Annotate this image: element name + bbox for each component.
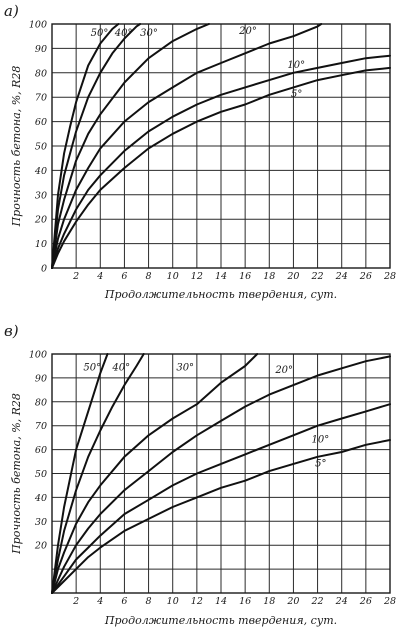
series-curve (51, 23, 210, 269)
x-tick-label: 14 (215, 271, 227, 282)
series-label: 50° (91, 28, 109, 39)
x-tick-label: 2 (72, 596, 79, 607)
x-tick-label: 22 (311, 596, 324, 607)
series-curve (51, 353, 145, 594)
x-tick-label: 10 (167, 596, 179, 607)
y-tick-label: 20 (34, 215, 47, 226)
series-label: 10° (312, 434, 330, 445)
x-tick-label: 26 (359, 596, 372, 607)
y-tick-label: 40 (34, 166, 47, 177)
panel-label: а) (4, 2, 19, 20)
series-label: 40° (111, 363, 130, 374)
series-curve (51, 54, 391, 269)
series-curve (51, 23, 120, 269)
x-tick-label: 14 (215, 596, 227, 607)
y-tick-label: 0 (41, 264, 47, 275)
x-tick-label: 20 (286, 271, 299, 282)
series-label: 20° (274, 365, 293, 376)
y-tick-label: 30 (35, 517, 47, 528)
y-tick-label: 20 (34, 541, 47, 552)
series-label: 30° (176, 363, 194, 374)
series-label: 50° (83, 363, 101, 374)
x-tick-label: 8 (146, 271, 152, 282)
x-tick-label: 16 (239, 596, 251, 607)
series-label: 40° (114, 28, 133, 39)
series-curve (51, 439, 391, 594)
y-tick-label: 40 (34, 493, 47, 504)
series-label: 20° (238, 26, 257, 37)
plot-frame (51, 353, 391, 594)
series-curve (51, 353, 109, 594)
series-label: 10° (287, 60, 305, 71)
series-label: 5° (315, 458, 326, 469)
y-tick-label: 80 (35, 397, 47, 408)
x-tick-label: 28 (383, 596, 396, 607)
series-curve (51, 23, 142, 269)
series-curve (51, 23, 323, 269)
y-tick-label: 100 (29, 350, 47, 361)
x-tick-label: 12 (191, 271, 203, 282)
panel-label: в) (4, 322, 19, 340)
x-axis-label: Продолжительность твердения, сут. (104, 288, 337, 301)
x-tick-label: 4 (96, 596, 103, 607)
x-tick-label: 28 (383, 271, 396, 282)
chart-panel-a: 2 4 6 8 10 12 14 16 18 20 22 24 26 280102030405060708… (4, 2, 396, 301)
x-tick-label: 6 (121, 271, 127, 282)
series-curve (51, 355, 391, 594)
y-tick-label: 90 (35, 373, 47, 384)
x-tick-label: 24 (335, 596, 348, 607)
x-tick-label: 20 (286, 596, 299, 607)
x-axis-label: Продолжительность твердения, сут. (104, 614, 337, 627)
x-tick-label: 18 (263, 596, 275, 607)
y-tick-label: 80 (35, 68, 47, 79)
y-tick-label: 60 (35, 445, 47, 456)
x-tick-label: 22 (311, 271, 324, 282)
y-axis-label: Прочность бетона, %, R28 (10, 66, 23, 228)
x-tick-label: 4 (96, 271, 103, 282)
x-tick-label: 24 (335, 271, 348, 282)
x-tick-label: 10 (167, 271, 179, 282)
x-tick-label: 8 (146, 596, 152, 607)
series-curve (51, 353, 259, 594)
x-tick-label: 12 (191, 596, 203, 607)
series-curve (51, 66, 391, 269)
x-tick-label: 2 (72, 271, 79, 282)
y-tick-label: 10 (35, 239, 47, 250)
series-curve (51, 403, 391, 594)
y-tick-label: 50 (35, 142, 47, 153)
x-tick-label: 26 (359, 271, 372, 282)
x-tick-label: 18 (263, 271, 275, 282)
plot-frame (51, 23, 391, 269)
chart-panel-b: 2 4 6 8 10 12 14 16 18 20 22 24 26 282030405060708090… (4, 322, 396, 627)
y-tick-label: 60 (35, 117, 47, 128)
x-tick-label: 16 (239, 271, 251, 282)
y-tick-label: 70 (35, 93, 47, 104)
y-axis-label: Прочность бетона, %, R28 (10, 393, 23, 555)
series-label: 30° (140, 28, 158, 39)
y-tick-label: 50 (35, 469, 47, 480)
y-tick-label: 70 (35, 421, 47, 432)
y-tick-label: 100 (29, 20, 47, 31)
y-tick-label: 90 (35, 44, 47, 55)
series-label: 5° (291, 89, 302, 100)
y-tick-label: 30 (35, 190, 47, 201)
x-tick-label: 6 (121, 596, 127, 607)
